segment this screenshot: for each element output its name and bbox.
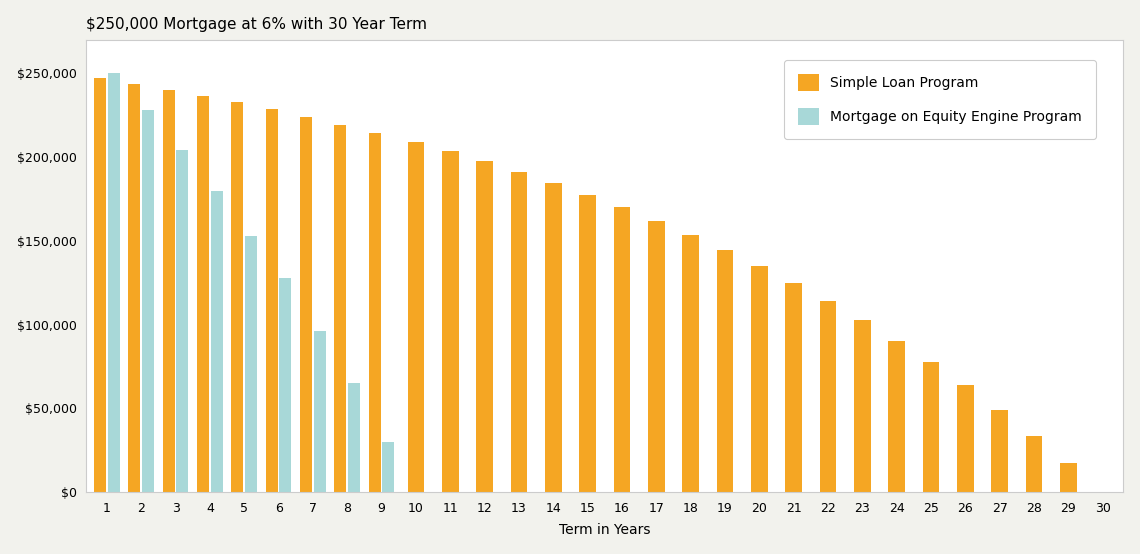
Bar [107,73,120,493]
Bar [442,151,458,493]
Bar [992,410,1008,493]
Bar [922,362,939,493]
Text: $250,000 Mortgage at 6% with 30 Year Term: $250,000 Mortgage at 6% with 30 Year Ter… [87,17,428,32]
Bar [163,90,174,493]
Legend: Simple Loan Program, Mortgage on Equity Engine Program: Simple Loan Program, Mortgage on Equity … [784,60,1096,138]
Bar [751,266,767,493]
Bar [511,172,528,493]
Bar [142,110,154,493]
Bar [266,109,278,493]
Bar [334,125,347,493]
Bar [314,331,326,493]
Bar [211,191,222,493]
Bar [348,383,360,493]
Bar [177,150,188,493]
Bar [1026,435,1042,493]
Bar [231,102,243,493]
Bar [648,220,665,493]
Bar [477,161,492,493]
Bar [129,84,140,493]
Bar [93,79,106,493]
Bar [854,320,871,493]
Bar [545,183,562,493]
Bar [820,301,837,493]
Bar [682,235,699,493]
Bar [785,283,803,493]
Bar [888,341,905,493]
Bar [300,117,312,493]
Bar [1060,463,1077,493]
Bar [368,133,381,493]
Bar [407,142,424,493]
Bar [245,236,258,493]
Bar [382,442,394,493]
Bar [717,250,733,493]
X-axis label: Term in Years: Term in Years [559,524,651,537]
Bar [956,386,974,493]
Bar [279,278,292,493]
Bar [579,194,596,493]
Bar [613,207,630,493]
Bar [197,96,209,493]
